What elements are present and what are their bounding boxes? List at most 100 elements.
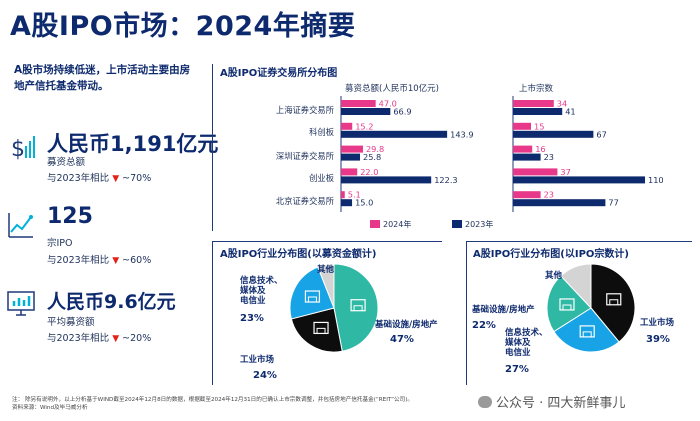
house-icon [559,298,575,311]
pie-right-infra-pct: 22% [472,320,496,331]
kpi-count-value: 125 [47,204,93,229]
svg-text:$: $ [11,137,25,162]
pie-right-infra-label: 基础设施/房地产 [472,305,535,315]
bar-2023 [341,199,353,207]
pie-left-other-label: 其他 [317,265,335,275]
data-label: 41 [565,107,575,117]
bar-2024 [341,168,358,176]
page-title: A股IPO市场：2024年摘要 [10,11,356,42]
pie-right-other-label: 其他 [545,271,563,281]
cloud-network-icon [579,325,595,338]
data-label: 34 [557,99,567,109]
pie-right-title: A股IPO行业分布图(以IPO宗数计) [473,249,629,260]
monitor-chart-icon [6,288,36,318]
bar-2024 [513,100,554,107]
dollar-growth-icon: $ [6,132,36,162]
bar-2024 [513,122,531,130]
kpi-avg-compare: 与2023年相比 ▼ ~20% [47,333,152,344]
category-label: 深圳证券交易所 [275,151,334,161]
pie-left-tmt-label: 信息技术、 媒体及 电信业 [240,276,283,306]
pie-slice [560,263,592,310]
pie-slice [546,275,592,333]
wechat-icon [478,396,492,408]
bar-2023 [513,199,606,207]
down-arrow-icon: ▼ [112,334,120,344]
bar-2023 [513,153,541,161]
category-label: 科创板 [309,127,334,137]
watermark: 公众号 · 四大新鲜事儿 [478,392,625,411]
kpi-avg-value: 人民币9.6亿元 [47,291,176,313]
data-label: 5.1 [348,190,361,200]
bar-2024 [341,145,363,153]
pie-left-chart [289,263,379,353]
pie-slice [590,263,636,343]
data-label: 15.0 [355,198,373,208]
category-label: 北京证券交易所 [275,196,334,206]
data-label: 66.9 [393,107,411,117]
legend-label-2024: 2024年 [383,220,412,229]
pie-slice [553,307,620,353]
panel-divider [466,241,467,385]
bar-2024 [341,191,345,199]
data-label: 15.2 [355,121,373,131]
line-chart-icon [6,210,36,240]
bar-2023 [341,153,361,161]
data-label: 122.3 [434,175,457,185]
category-label: 上海证券交易所 [275,105,334,115]
amount-bar-chart: 47.066.9 15.2 143.9 29.825.8 22.0 122.3 5.115.… [340,96,474,212]
kpi-total-compare: 与2023年相比 ▼ ~70% [47,173,152,184]
kpi-total-value: 人民币1,191亿元 [47,132,219,156]
exchange-panel-title: A股IPO证券交易所分布图 [220,68,338,79]
data-label: 67 [596,129,606,139]
kpi-count-label: 宗IPO [47,238,73,249]
pie-left-ind-label: 工业市场 [240,355,275,365]
bar-2023 [341,108,391,115]
data-label: 25.8 [363,152,381,162]
legend-label-2023: 2023年 [465,220,494,229]
data-label: 22.0 [360,167,378,177]
legend-swatch-2024 [370,220,380,228]
panel-divider [212,241,213,385]
pie-slice [289,266,335,320]
pie-right-tmt-pct: 27% [505,364,529,375]
data-label: 47.0 [379,99,397,109]
pie-slice [333,263,379,352]
pie-left-infra-pct: 47% [390,334,414,345]
data-label: 15 [534,121,544,131]
bar-2024 [341,122,353,130]
intro-text: A股市场持续低迷，上市活动主要由房地产信托基金带动。 [14,64,191,92]
bar-2024 [513,191,541,199]
down-arrow-icon: ▼ [112,256,120,266]
pie-left-ind-pct: 24% [253,370,277,381]
panel-divider [466,241,692,242]
data-label: 23 [544,152,554,162]
bar-2024 [341,100,376,107]
bar-2023 [513,130,594,138]
data-label: 77 [608,198,618,208]
factory-icon [313,321,329,335]
factory-icon [606,293,622,306]
kpi-count-compare: 与2023年相比 ▼ ~60% [47,255,152,266]
pie-right-tmt-label: 信息技术、 媒体及 电信业 [505,328,548,358]
data-label: 23 [544,190,554,200]
bar-2024 [513,168,558,176]
house-icon [350,299,366,312]
pie-right-ind-label: 工业市场 [640,318,675,328]
data-label: 37 [560,167,570,177]
kpi-total-label: 募资总额 [47,157,86,168]
pie-left-tmt-pct: 23% [240,313,264,324]
footnote: 注： 除另有说明外，以上分析基于WIND截至2024年12月8日的数据，根据截至… [12,397,414,411]
pie-left-infra-label: 基础设施/房地产 [375,320,438,330]
bar-2023 [513,108,563,115]
legend-swatch-2023 [452,220,462,228]
bar-2024 [513,145,533,153]
cloud-network-icon [304,290,321,303]
down-arrow-icon: ▼ [112,174,120,184]
bar-2023 [341,130,448,138]
bar-2023 [341,176,432,184]
pie-slice [317,263,335,309]
panel-divider [212,64,213,231]
category-label: 创业板 [309,173,334,183]
amount-chart-title: 募资总额(人民币10亿元) [345,84,439,94]
